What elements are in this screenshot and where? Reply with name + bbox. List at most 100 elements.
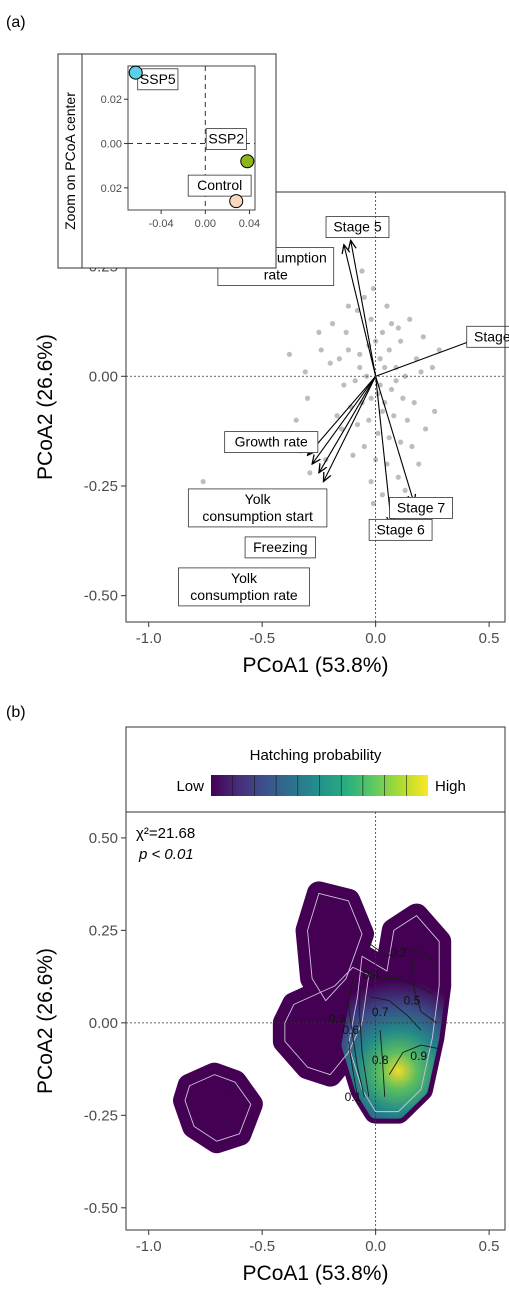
- contour-0-4: [361, 970, 433, 994]
- label-stage-5-text: Stage 5: [333, 219, 381, 235]
- label-freezing-box: [244, 536, 316, 559]
- panel-a-x-tick-label: -1.0: [136, 630, 162, 647]
- scatter-point: [327, 360, 333, 366]
- region-lower-left-blob: [173, 1062, 263, 1154]
- hatching-legend: Hatching probability Low High: [125, 726, 506, 813]
- region-outline: [307, 892, 363, 1002]
- label-stage-5-box: [325, 216, 390, 239]
- contour-label: 0.4: [363, 968, 380, 982]
- panel-a-x-tick-label: -0.5: [249, 630, 275, 647]
- scatter-point: [304, 395, 311, 401]
- inset-panel-border: [127, 65, 256, 211]
- contour-label: 0.1: [345, 1090, 362, 1104]
- scatter-point: [361, 294, 367, 300]
- contour-label: 0.7: [372, 1005, 389, 1019]
- contour-label: 0.8: [372, 1053, 389, 1067]
- inset-y-tick-label: 0.00: [101, 139, 122, 151]
- inset-point-ssp2: [240, 154, 255, 169]
- contour-0-9: [388, 1044, 440, 1075]
- scatter-point: [384, 461, 390, 467]
- arrow-growth-rate: [308, 375, 377, 455]
- scatter-point: [357, 364, 363, 371]
- panel-b-x-axis-title: PCoA1 (53.8%): [243, 1262, 389, 1285]
- region-outline: [284, 966, 370, 1076]
- contour-0-3: [347, 978, 365, 1097]
- panel-b-y-tick-label: -0.50: [84, 1200, 118, 1217]
- inset-label-ssp2: SSP2: [205, 128, 247, 151]
- scatter-point: [329, 321, 336, 327]
- scatter-point: [352, 378, 358, 384]
- scatter-point: [398, 338, 404, 344]
- scatter-point: [361, 443, 367, 450]
- label-freezing: Freezing: [244, 536, 316, 559]
- scatter-point: [354, 307, 361, 314]
- label-stage-6-box: [368, 518, 433, 541]
- probability-surface: 0.2 0.3 0.4 0.5 0.6 0.7 0.8 0.9 0.1 χ²=21.68 p < 0…: [136, 825, 452, 1154]
- scatter-point: [375, 430, 381, 436]
- scatter-point: [384, 303, 390, 309]
- zoom-inset: Zoom on PCoA center -0.04 0.00 0.04 0.02 0.00…: [57, 53, 277, 269]
- legend-low-label: Low: [176, 778, 204, 795]
- contour-0-5: [411, 956, 438, 1024]
- contour-label: 0.2: [390, 946, 407, 960]
- arrow-freezing: [319, 376, 377, 473]
- panel-b-panel-border: [125, 811, 506, 1231]
- label-yolk-consumption-start-box: [187, 488, 328, 528]
- panel-b-x-tick-label: 0.0: [365, 1238, 386, 1255]
- scatter-point: [391, 413, 397, 419]
- arrow-stage-4: [375, 337, 483, 377]
- scatter-point: [359, 268, 365, 274]
- scatter-point: [200, 478, 206, 485]
- panel-a-label: (a): [6, 14, 26, 31]
- label-growth-rate: Growth rate: [224, 431, 319, 454]
- arrow-yolk-consumption-start: [312, 375, 377, 464]
- arrow-stage-6: [375, 376, 392, 525]
- scatter-point: [286, 351, 293, 357]
- scatter-point: [395, 325, 401, 331]
- label-growth-rate-text: Growth rate: [235, 434, 308, 450]
- scatter-point: [379, 329, 386, 336]
- inset-label-ssp2-text: SSP2: [208, 131, 244, 147]
- scatter-point: [404, 417, 411, 423]
- label-stage-4-text: Stage 4: [474, 328, 509, 344]
- panel-a-panel-border: [125, 191, 506, 623]
- loading-arrows: [308, 240, 483, 525]
- panel-b-x-tick-label: -1.0: [136, 1238, 162, 1255]
- scatter-point: [388, 386, 395, 393]
- scatter-point: [393, 378, 399, 384]
- scatter-point: [377, 356, 383, 362]
- panel-b-y-tick-label: 0.00: [89, 1015, 118, 1032]
- panel-a-y-tick-label: -0.25: [84, 478, 118, 495]
- scatter-point: [336, 356, 342, 362]
- panel-b-y-axis-title: PCoA2 (26.6%): [34, 948, 57, 1094]
- scatter-point: [386, 347, 392, 353]
- inset-label-ssp5-text: SSP5: [140, 71, 176, 87]
- contour-label: 0.5: [404, 994, 421, 1008]
- scatter-point: [436, 347, 442, 353]
- chi-square-stat: χ²=21.68: [136, 825, 195, 842]
- scatter-point: [373, 457, 379, 463]
- inset-label-control-text: Control: [197, 177, 242, 193]
- arrow-stage-7: [375, 376, 415, 503]
- panel-a-x-tick-label: 0.0: [365, 630, 386, 647]
- label-yolk-consumption-rate-text: consumption rate: [190, 587, 298, 603]
- scatter-point: [354, 421, 361, 428]
- inset-y-tick-label: 0.02: [101, 94, 122, 106]
- scatter-point: [388, 321, 395, 327]
- scatter-point: [418, 369, 424, 375]
- scatter-point: [341, 382, 347, 388]
- scatter-point: [316, 329, 322, 336]
- scatter-point: [366, 417, 372, 423]
- scatter-point: [429, 364, 435, 371]
- scatter-point: [370, 500, 376, 507]
- label-stage-6: Stage 6: [368, 518, 433, 541]
- inset-ylabel: Zoom on PCoA center: [62, 92, 78, 230]
- scatter-point: [357, 351, 363, 357]
- panel-b-y-tick-label: 0.25: [89, 922, 118, 939]
- inset-label-ssp2-box: [205, 128, 247, 151]
- scatter-point: [400, 395, 406, 401]
- scatter-point: [293, 417, 299, 423]
- panel-b-axes: -1.0 -0.5 0.0 0.5 0.50 0.25 0.00 -0.25 -0.50 PCoA…: [34, 811, 506, 1285]
